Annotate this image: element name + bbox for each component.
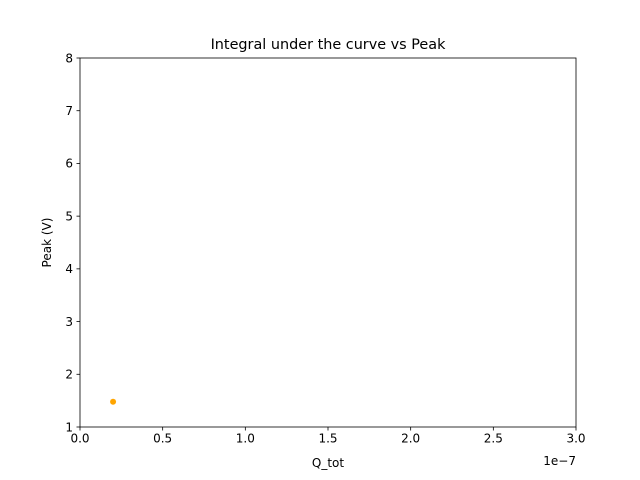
chart-title: Integral under the curve vs Peak	[211, 37, 447, 53]
x-tick-label: 1.5	[318, 432, 337, 446]
y-tick-label: 1	[65, 420, 73, 434]
data-points	[110, 398, 117, 405]
x-tick-label: 2.5	[484, 432, 503, 446]
x-tick-label: 0.0	[70, 432, 89, 446]
y-axis-ticks: 1 2 3 4 5 6 7 8	[65, 51, 80, 434]
y-tick-label: 5	[65, 209, 73, 223]
y-tick-label: 7	[65, 104, 73, 118]
y-tick-label: 6	[65, 157, 73, 171]
data-point	[110, 398, 117, 405]
x-tick-label: 0.5	[153, 432, 172, 446]
y-tick-label: 3	[65, 315, 73, 329]
y-axis-label: Peak (V)	[40, 218, 54, 268]
x-tick-label: 1.0	[236, 432, 255, 446]
x-axis-ticks: 0.0 0.5 1.0 1.5 2.0 2.5 3.0	[70, 427, 586, 446]
plot-frame	[79, 57, 577, 428]
x-axis-label: Q_tot	[312, 456, 344, 470]
x-tick-label: 2.0	[401, 432, 420, 446]
y-tick-label: 2	[65, 368, 73, 382]
plot-area	[80, 58, 576, 427]
x-axis-offset-text: 1e−7	[543, 454, 576, 468]
x-tick-label: 3.0	[566, 432, 585, 446]
y-tick-label: 8	[65, 51, 73, 65]
y-tick-label: 4	[65, 262, 73, 276]
